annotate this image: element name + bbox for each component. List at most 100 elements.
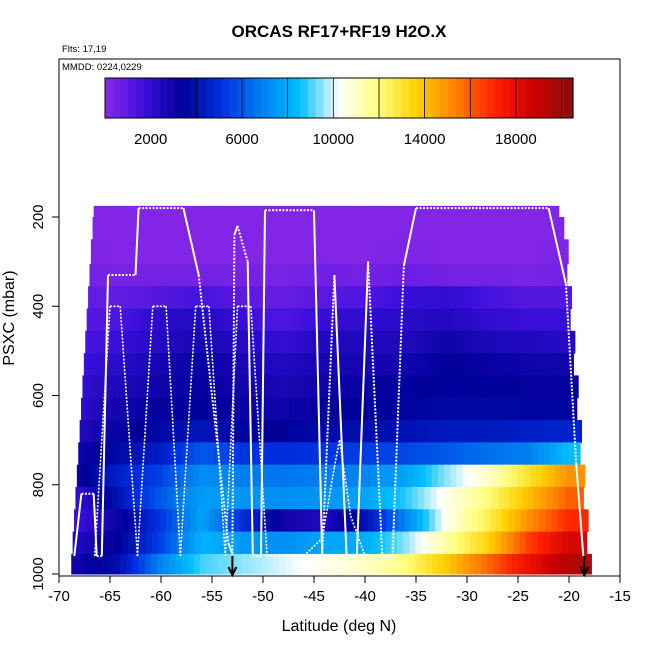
heatmap-cell — [394, 286, 401, 309]
heatmap-cell — [451, 442, 459, 466]
heatmap-cell — [328, 553, 335, 575]
heatmap-cell — [305, 239, 312, 265]
heatmap-cell — [549, 239, 557, 265]
heatmap-cell — [112, 205, 119, 218]
heatmap-cell — [368, 397, 376, 421]
heatmap-cell — [175, 553, 182, 575]
heatmap-cell — [310, 353, 317, 376]
heatmap-cell — [490, 308, 498, 332]
heatmap-cell — [464, 330, 472, 354]
flight-track-segment — [391, 266, 405, 557]
heatmap-cell — [470, 239, 477, 265]
heatmap-cell — [416, 509, 424, 533]
heatmap-cell — [496, 308, 504, 332]
heatmap-cell — [386, 308, 394, 332]
heatmap-cell — [517, 464, 525, 488]
heatmap-cell — [312, 509, 320, 533]
heatmap-cell — [366, 531, 374, 555]
heatmap-cell — [445, 442, 453, 466]
heatmap-cell — [323, 531, 331, 555]
colorbar-strip — [175, 78, 184, 118]
heatmap-cell — [89, 353, 97, 376]
heatmap-cell — [529, 375, 536, 399]
heatmap-cell — [484, 308, 492, 332]
heatmap-cell — [355, 217, 363, 240]
heatmap-cell — [107, 464, 115, 488]
heatmap-cell — [325, 217, 332, 240]
heatmap-cell — [137, 375, 145, 399]
heatmap-cell — [152, 330, 160, 354]
heatmap-cell — [572, 375, 579, 399]
heatmap-cell — [455, 375, 463, 399]
heatmap-cell — [441, 509, 448, 533]
heatmap-cell — [379, 420, 387, 443]
heatmap-cell — [422, 509, 430, 533]
heatmap-cell — [215, 397, 223, 421]
heatmap-cell — [434, 420, 442, 443]
heatmap-cell — [134, 420, 142, 443]
heatmap-cell — [555, 353, 562, 376]
flight-track-segment — [547, 207, 567, 285]
heatmap-cell — [510, 286, 517, 309]
heatmap-cell — [565, 286, 573, 309]
heatmap-cell — [395, 353, 403, 376]
heatmap-cell — [249, 353, 256, 376]
heatmap-cell — [205, 464, 212, 488]
heatmap-cell — [291, 353, 299, 376]
heatmap-cell — [483, 330, 490, 354]
heatmap-cell — [124, 205, 131, 218]
heatmap-cell — [491, 286, 499, 309]
heatmap-cell — [358, 464, 365, 488]
heatmap-cell — [448, 397, 455, 421]
heatmap-cell — [331, 397, 339, 421]
heatmap-cell — [433, 531, 441, 555]
heatmap-cell — [494, 442, 502, 466]
heatmap-cell — [467, 205, 474, 218]
heatmap-cell — [505, 263, 513, 287]
heatmap-cell — [367, 509, 375, 533]
heatmap-cell — [151, 442, 159, 466]
heatmap-cell — [406, 375, 414, 399]
heatmap-cell — [476, 531, 484, 555]
heatmap-cell — [89, 553, 97, 575]
heatmap-cell — [500, 442, 508, 466]
heatmap-cell — [277, 486, 285, 510]
y-tick-label: 200 — [30, 204, 47, 229]
heatmap-cell — [179, 286, 187, 309]
heatmap-cell — [212, 553, 219, 575]
heatmap-cell — [109, 239, 116, 265]
heatmap-cell — [113, 464, 121, 488]
heatmap-cell — [123, 308, 131, 332]
heatmap-cell — [429, 509, 436, 533]
heatmap-cell — [75, 486, 83, 510]
heatmap-cell — [399, 205, 407, 218]
heatmap-cell — [370, 375, 377, 399]
heatmap-cell — [358, 263, 366, 287]
heatmap-cell — [209, 205, 217, 218]
heatmap-cell — [253, 286, 260, 309]
heatmap-cell — [500, 239, 508, 265]
heatmap-cell — [536, 353, 544, 376]
x-tick-label: -50 — [252, 588, 274, 605]
heatmap-cell — [96, 239, 104, 265]
heatmap-cell — [348, 531, 355, 555]
heatmap-cell — [429, 397, 437, 421]
heatmap-cell — [277, 205, 284, 218]
heatmap-cell — [187, 353, 195, 376]
heatmap-cell — [374, 308, 381, 332]
heatmap-cell — [95, 464, 102, 488]
heatmap-cell — [376, 464, 384, 488]
heatmap-cell — [144, 464, 151, 488]
heatmap-cell — [347, 239, 355, 265]
heatmap-cell — [429, 308, 437, 332]
heatmap-cell — [350, 205, 358, 218]
heatmap-cell — [144, 263, 152, 287]
heatmap-cell — [200, 442, 208, 466]
heatmap-cell — [505, 464, 512, 488]
heatmap-cell — [372, 239, 380, 265]
heatmap-cell — [565, 486, 572, 510]
heatmap-cell — [266, 375, 273, 399]
colorbar-strip — [214, 78, 223, 118]
heatmap-cell — [196, 509, 204, 533]
heatmap-cell — [325, 308, 332, 332]
